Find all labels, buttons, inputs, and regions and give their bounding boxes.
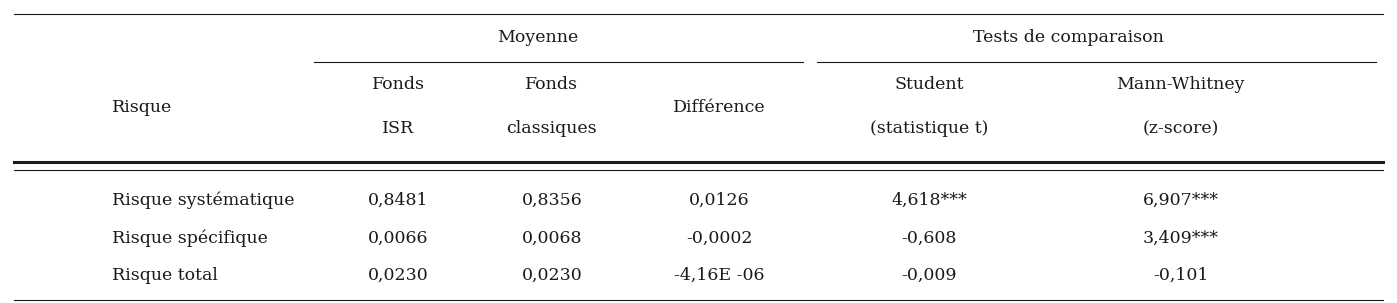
Text: Différence: Différence (673, 99, 766, 116)
Text: 3,409***: 3,409*** (1143, 229, 1218, 246)
Text: Tests de comparaison: Tests de comparaison (974, 29, 1164, 46)
Text: 0,0068: 0,0068 (521, 229, 583, 246)
Text: Fonds: Fonds (372, 76, 425, 93)
Text: ISR: ISR (381, 120, 415, 137)
Text: Student: Student (894, 76, 964, 93)
Text: Mann-Whitney: Mann-Whitney (1116, 76, 1245, 93)
Text: 0,8356: 0,8356 (521, 191, 583, 208)
Text: 0,0066: 0,0066 (367, 229, 429, 246)
Text: Risque systématique: Risque systématique (112, 191, 295, 209)
Text: -0,009: -0,009 (901, 267, 957, 284)
Text: 0,0230: 0,0230 (521, 267, 583, 284)
Text: 4,618***: 4,618*** (891, 191, 967, 208)
Text: Risque spécifique: Risque spécifique (112, 229, 268, 247)
Text: 0,8481: 0,8481 (367, 191, 429, 208)
Text: classiques: classiques (507, 120, 597, 137)
Text: Moyenne: Moyenne (497, 29, 578, 46)
Text: 6,907***: 6,907*** (1143, 191, 1218, 208)
Text: -4,16E -06: -4,16E -06 (675, 267, 764, 284)
Text: -0,0002: -0,0002 (686, 229, 753, 246)
Text: Fonds: Fonds (525, 76, 578, 93)
Text: 0,0126: 0,0126 (689, 191, 750, 208)
Text: -0,101: -0,101 (1153, 267, 1208, 284)
Text: Risque total: Risque total (112, 267, 218, 284)
Text: (statistique t): (statistique t) (870, 120, 988, 137)
Text: (z-score): (z-score) (1143, 120, 1218, 137)
Text: -0,608: -0,608 (901, 229, 957, 246)
Text: Risque: Risque (112, 99, 172, 116)
Text: 0,0230: 0,0230 (367, 267, 429, 284)
